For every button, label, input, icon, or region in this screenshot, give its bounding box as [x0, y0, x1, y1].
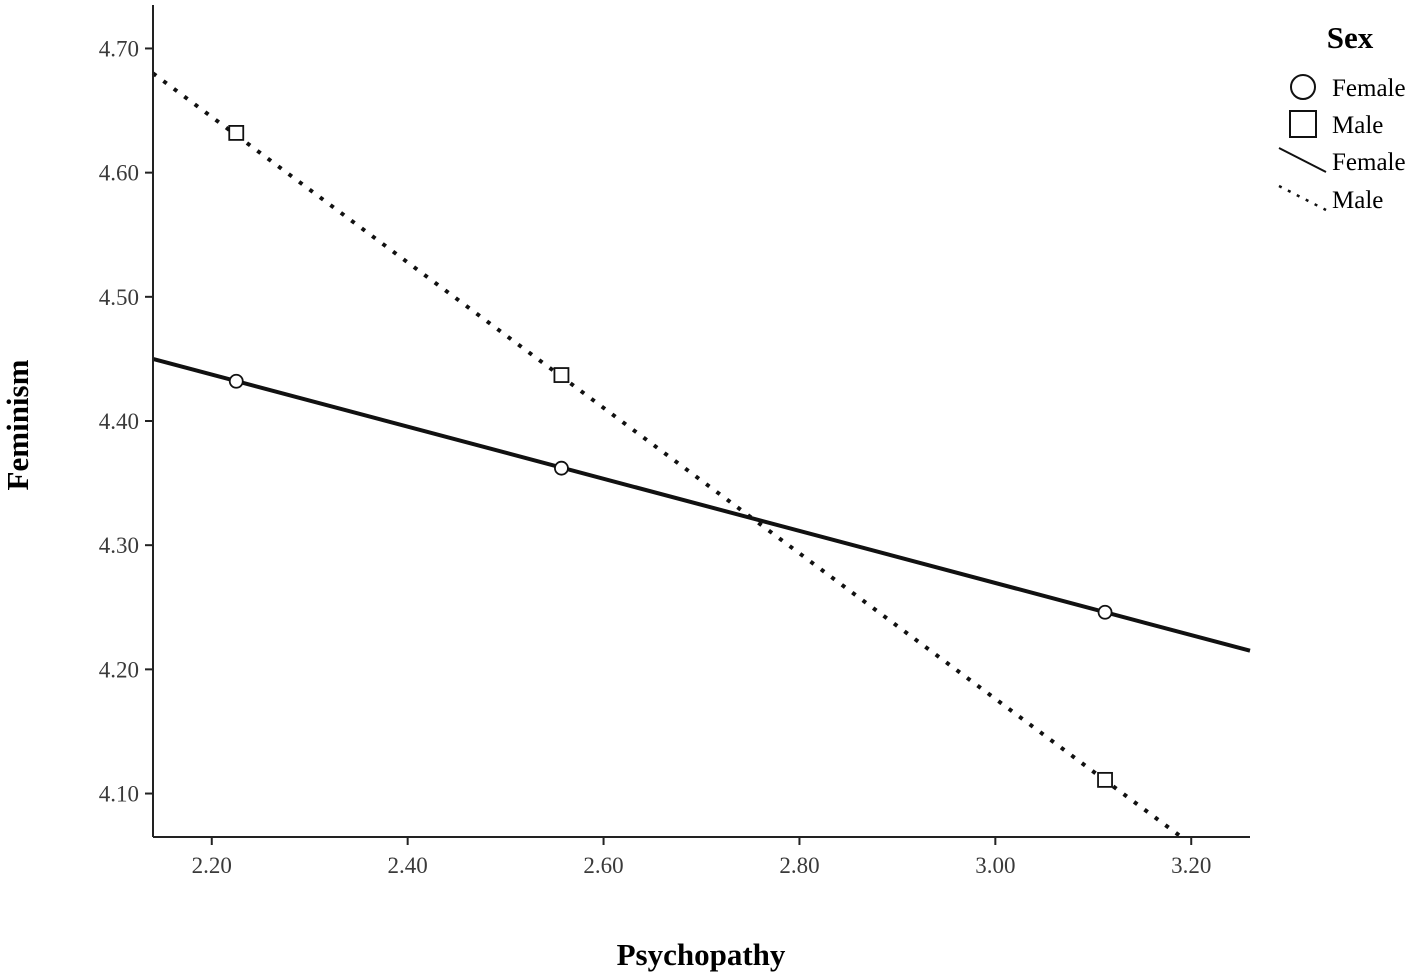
legend-label: Female	[1332, 75, 1406, 102]
x-axis-title: Psychopathy	[617, 937, 786, 972]
legend-entry: Female	[1278, 147, 1406, 176]
female-point	[228, 373, 244, 389]
data-markers	[228, 125, 1113, 788]
male-point	[553, 367, 570, 383]
legend-label: Male	[1332, 112, 1383, 139]
x-tick-label: 3.00	[975, 853, 1015, 878]
legend: Sex Female Male Female Male	[1278, 20, 1406, 214]
x-tick-label: 2.60	[583, 853, 623, 878]
legend-label: Female	[1332, 149, 1406, 176]
fit-lines	[151, 71, 1251, 839]
plot-area	[151, 71, 1251, 839]
x-tick-label: 3.20	[1171, 853, 1211, 878]
y-tick-label: 4.60	[99, 161, 139, 186]
y-tick-label: 4.40	[99, 409, 139, 434]
y-tick-label: 4.30	[99, 533, 139, 558]
y-tick-label: 4.70	[99, 36, 139, 61]
x-tick-label: 2.40	[388, 853, 428, 878]
female-fit-line	[152, 356, 1251, 653]
y-tick-label: 4.10	[99, 782, 139, 807]
legend-entry: Male	[1289, 110, 1383, 139]
legend-square-symbol	[1289, 110, 1317, 138]
y-axis-ticks: 4.10 4.20 4.30 4.40 4.50 4.60 4.70	[99, 36, 153, 807]
y-tick-label: 4.50	[99, 285, 139, 310]
legend-entries: Female Male Female Male	[1278, 74, 1406, 214]
x-tick-label: 2.80	[779, 853, 819, 878]
male-fit-line	[151, 71, 1183, 839]
legend-dotted-line-symbol	[1278, 184, 1327, 212]
y-tick-label: 4.20	[99, 657, 139, 682]
legend-entry: Female	[1290, 74, 1406, 102]
male-point	[228, 125, 245, 141]
male-point	[1097, 771, 1113, 788]
legend-circle-symbol	[1290, 74, 1316, 100]
female-point	[1097, 604, 1113, 620]
legend-solid-line-symbol	[1278, 147, 1327, 173]
legend-entry: Male	[1278, 184, 1383, 214]
x-axis-ticks: 2.20 2.40 2.60 2.80 3.00 3.20	[192, 837, 1211, 878]
y-axis-title: Feminism	[0, 359, 35, 490]
female-point	[554, 460, 569, 476]
legend-label: Male	[1332, 187, 1383, 214]
legend-title: Sex	[1327, 20, 1374, 55]
x-tick-label: 2.20	[192, 853, 232, 878]
